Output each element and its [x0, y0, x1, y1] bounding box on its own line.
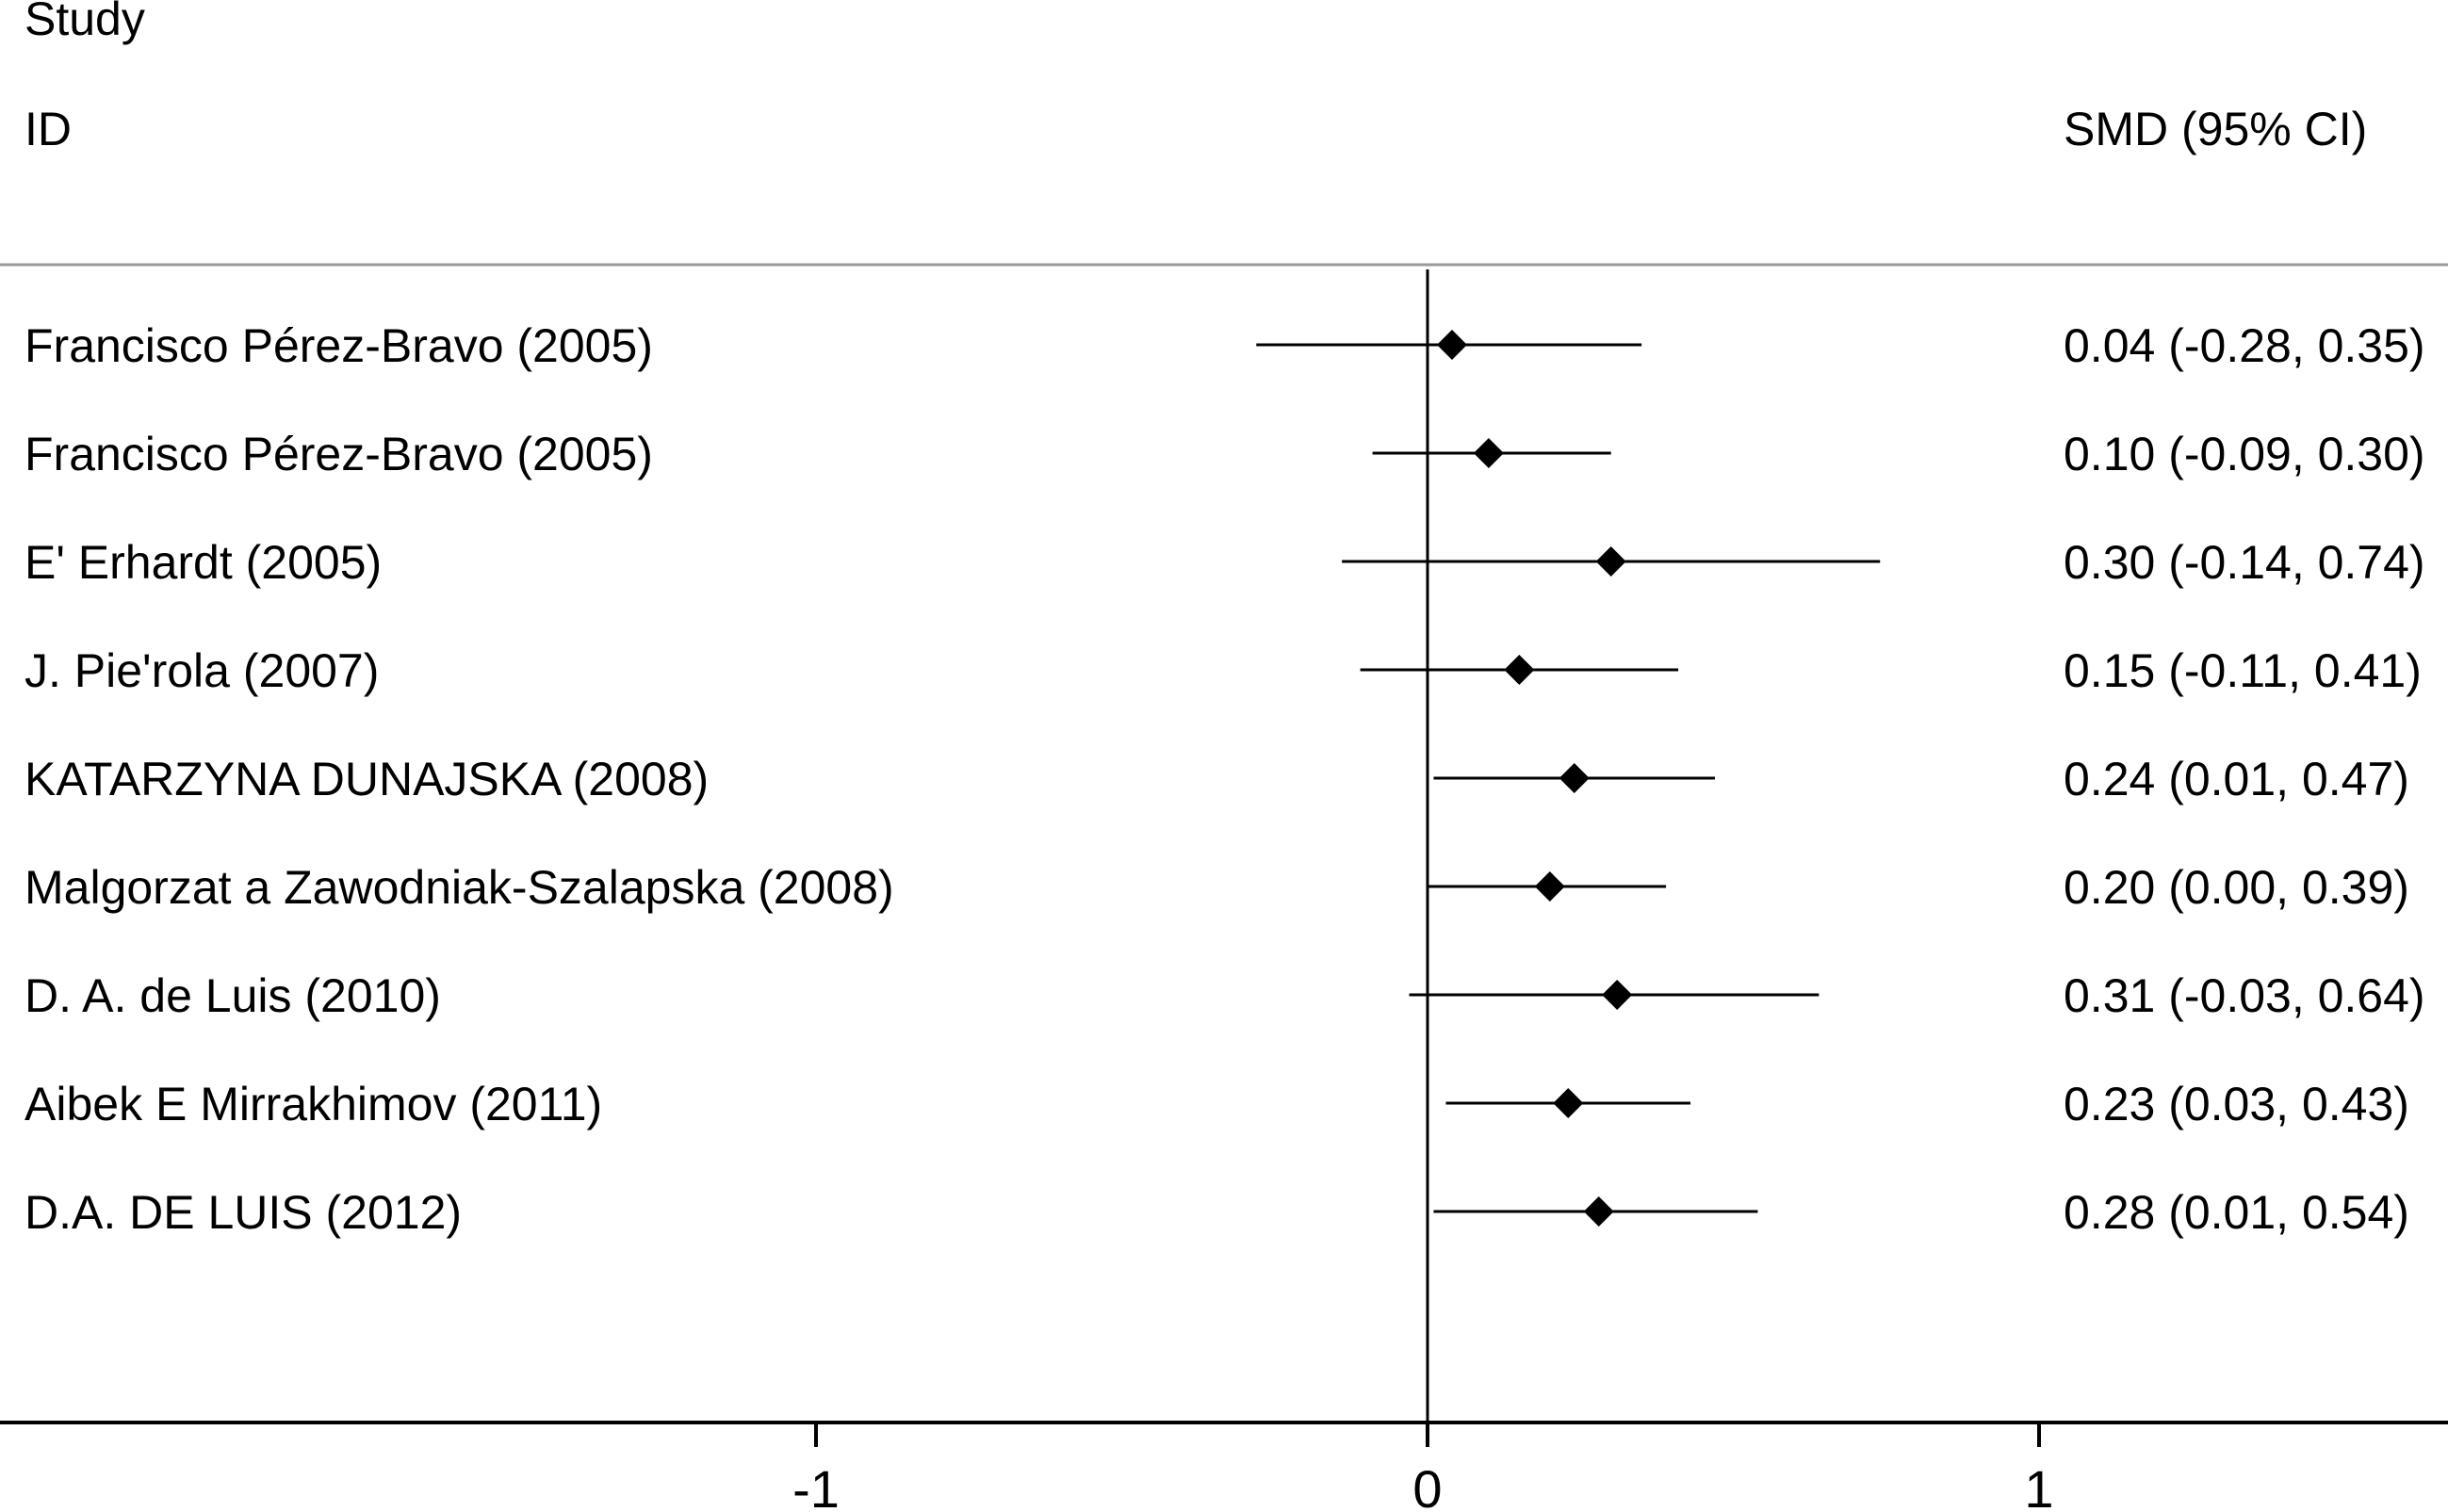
point-estimate: [1553, 1088, 1584, 1118]
estimate-label: 0.15 (-0.11, 0.41): [2064, 644, 2422, 697]
study-row: E' Erhardt (2005) 0.30 (-0.14, 0.74): [24, 536, 2425, 589]
header-id: ID: [24, 103, 72, 155]
point-estimate: [1473, 438, 1504, 468]
estimate-label: 0.20 (0.00, 0.39): [2064, 861, 2409, 914]
header-study: Study: [24, 0, 145, 45]
x-tick-label: 0: [1412, 1459, 1442, 1512]
study-row: D.A. DE LUIS (2012) 0.28 (0.01, 0.54): [24, 1186, 2409, 1239]
study-label: Malgorzat a Zawodniak-Szalapska (2008): [24, 861, 894, 914]
estimate-label: 0.28 (0.01, 0.54): [2064, 1186, 2409, 1239]
study-label: KATARZYNA DUNAJSKA (2008): [24, 753, 709, 805]
estimate-label: 0.04 (-0.28, 0.35): [2064, 319, 2425, 372]
study-label: D.A. DE LUIS (2012): [24, 1186, 462, 1239]
study-label: Francisco Pérez-Bravo (2005): [24, 319, 653, 372]
estimate-label: 0.31 (-0.03, 0.64): [2064, 969, 2425, 1022]
study-row: Aibek E Mirrakhimov (2011) 0.23 (0.03, 0.…: [24, 1078, 2409, 1130]
study-label: J. Pie'rola (2007): [24, 644, 379, 697]
study-rows: Francisco Pérez-Bravo (2005) 0.04 (-0.28,…: [24, 269, 2425, 1423]
point-estimate: [1583, 1196, 1614, 1227]
point-estimate: [1559, 763, 1590, 793]
study-label: D. A. de Luis (2010): [24, 969, 441, 1022]
study-row: Malgorzat a Zawodniak-Szalapska (2008) 0.…: [24, 861, 2409, 914]
estimate-label: 0.10 (-0.09, 0.30): [2064, 428, 2425, 480]
header-estimate: SMD (95% CI): [2064, 103, 2367, 155]
study-row: D. A. de Luis (2010) 0.31 (-0.03, 0.64): [24, 969, 2425, 1022]
study-row: J. Pie'rola (2007) 0.15 (-0.11, 0.41): [24, 644, 2422, 697]
point-estimate: [1436, 330, 1467, 360]
estimate-label: 0.24 (0.01, 0.47): [2064, 753, 2409, 805]
estimate-label: 0.30 (-0.14, 0.74): [2064, 536, 2425, 589]
study-label: Aibek E Mirrakhimov (2011): [24, 1078, 602, 1130]
point-estimate: [1504, 655, 1535, 685]
estimate-label: 0.23 (0.03, 0.43): [2064, 1078, 2409, 1130]
point-estimate: [1595, 546, 1626, 577]
study-label: E' Erhardt (2005): [24, 536, 382, 589]
x-tick-label: 1: [2024, 1459, 2053, 1512]
point-estimate: [1534, 871, 1565, 902]
study-row: Francisco Pérez-Bravo (2005) 0.10 (-0.09,…: [24, 428, 2425, 480]
study-row: KATARZYNA DUNAJSKA (2008) 0.24 (0.01, 0.4…: [24, 753, 2409, 805]
study-row: Francisco Pérez-Bravo (2005) 0.04 (-0.28,…: [24, 319, 2425, 372]
x-axis: -1 0 1: [0, 1421, 2448, 1512]
point-estimate: [1602, 980, 1633, 1010]
x-tick-label: -1: [792, 1459, 840, 1512]
study-label: Francisco Pérez-Bravo (2005): [24, 428, 653, 480]
